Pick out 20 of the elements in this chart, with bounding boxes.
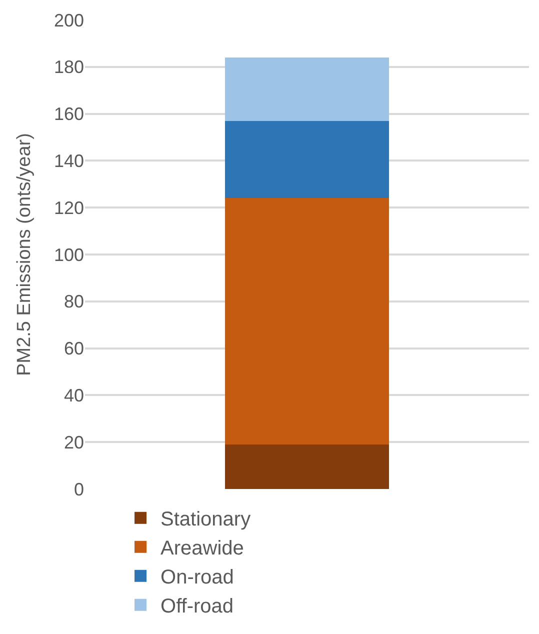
bar: [224, 120, 390, 198]
legend-label: Off-road: [160, 596, 234, 618]
y-tick-label: 200: [54, 10, 84, 30]
y-tick-label: 120: [54, 198, 84, 218]
bar: [224, 198, 390, 444]
y-tick-label: 100: [54, 244, 84, 265]
y-tick-label: 20: [64, 432, 84, 452]
legend-label: On-road: [160, 566, 234, 589]
y-tick-label: 0: [74, 479, 84, 500]
bar: [224, 444, 390, 489]
y-tick-label: 140: [54, 151, 84, 171]
legend-label: Stationary: [160, 508, 251, 531]
y-axis-title: PM2.5 Emissions (onts/year): [14, 133, 35, 376]
y-tick-label: 80: [64, 292, 84, 312]
y-tick-label: 160: [54, 104, 84, 124]
y-tick-label: 180: [54, 57, 84, 78]
y-tick-label: 60: [64, 338, 84, 359]
y-tick-label: 40: [64, 386, 84, 406]
legend-label: Areawide: [160, 538, 244, 560]
bar: [224, 58, 390, 121]
